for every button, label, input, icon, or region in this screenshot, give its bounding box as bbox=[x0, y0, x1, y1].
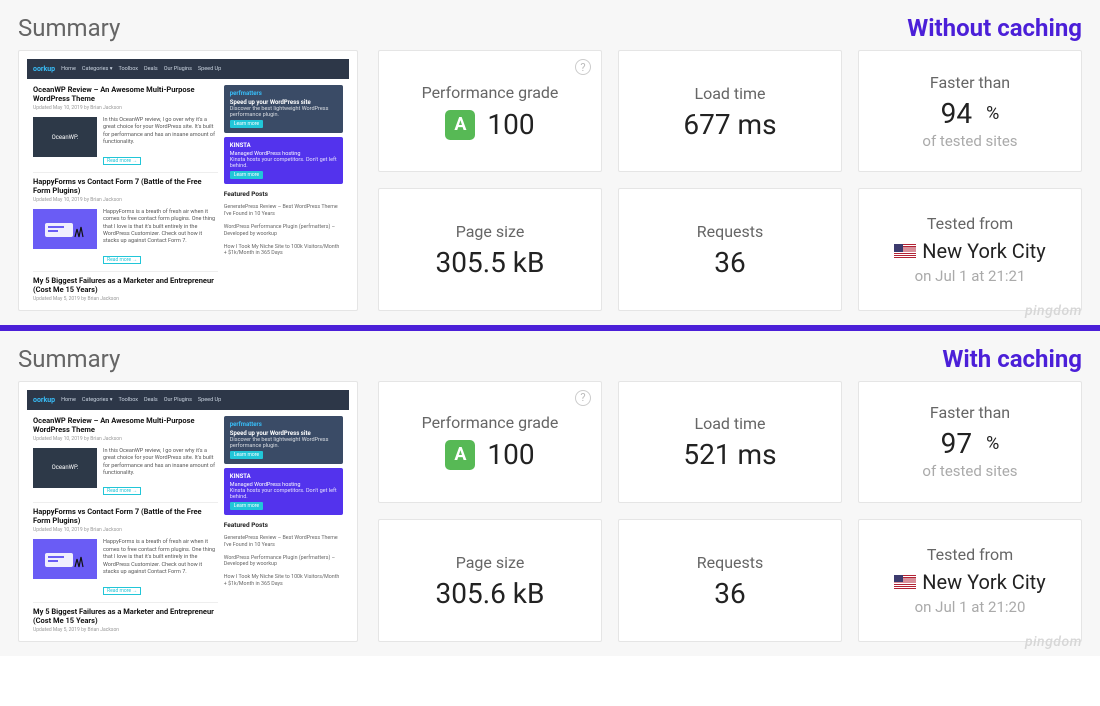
read-more-link: Read more → bbox=[103, 157, 141, 165]
card-label: Performance grade bbox=[422, 83, 559, 102]
thumb-oceanwp-box: OceanWP. bbox=[33, 448, 97, 488]
summary-panel: Summary With caching oorkup Home Categor… bbox=[0, 331, 1100, 656]
page-size-value: 305.5 kB bbox=[436, 249, 545, 277]
load-time-value: 677 ms bbox=[683, 111, 776, 139]
page-size-value: 305.6 kB bbox=[436, 580, 545, 608]
caching-tag: Without caching bbox=[907, 14, 1082, 42]
thumb-side-kinsta: KINSTA Managed WordPress hosting Kinsta … bbox=[224, 137, 343, 184]
grade-score: 100 bbox=[487, 111, 534, 139]
grade-badge: A bbox=[445, 110, 475, 140]
card-requests[interactable]: Requests 36 bbox=[618, 188, 842, 310]
thumb-purple-box bbox=[33, 209, 97, 249]
card-performance-grade[interactable]: ? Performance grade A 100 bbox=[378, 381, 602, 503]
help-icon[interactable]: ? bbox=[575, 390, 591, 406]
faster-value: 97 bbox=[941, 430, 972, 458]
thumb-post-title: OceanWP Review – An Awesome Multi-Purpos… bbox=[33, 416, 218, 434]
thumb-side-perfmatters: perfmatters Speed up your WordPress site… bbox=[224, 416, 343, 464]
card-tested-from[interactable]: Tested from New York City on Jul 1 at 21… bbox=[858, 519, 1082, 641]
pingdom-watermark: pingdom bbox=[1025, 303, 1082, 319]
thumb-brand: oorkup bbox=[33, 396, 55, 404]
pingdom-watermark: pingdom bbox=[1025, 634, 1082, 650]
tested-timestamp: on Jul 1 at 21:20 bbox=[915, 598, 1026, 616]
read-more-link: Read more → bbox=[103, 487, 141, 495]
faster-value: 94 bbox=[941, 100, 972, 128]
card-label: Performance grade bbox=[422, 413, 559, 432]
grade-score: 100 bbox=[487, 441, 534, 469]
us-flag-icon bbox=[894, 575, 916, 589]
metrics-grid: ? Performance grade A 100 Load time 521 … bbox=[378, 381, 1082, 642]
caching-tag: With caching bbox=[942, 345, 1082, 373]
panel-row: oorkup Home Categories ▾ Toolbox Deals O… bbox=[18, 50, 1082, 311]
thumb-oceanwp-box: OceanWP. bbox=[33, 117, 97, 157]
panel-header: Summary Without caching bbox=[18, 8, 1082, 50]
page-thumbnail[interactable]: oorkup Home Categories ▾ Toolbox Deals O… bbox=[18, 381, 358, 642]
tested-city: New York City bbox=[922, 570, 1045, 594]
us-flag-icon bbox=[894, 244, 916, 258]
card-faster-than[interactable]: Faster than 97% of tested sites bbox=[858, 381, 1082, 503]
card-requests[interactable]: Requests 36 bbox=[618, 519, 842, 641]
card-performance-grade[interactable]: ? Performance grade A 100 bbox=[378, 50, 602, 172]
metrics-grid: ? Performance grade A 100 Load time 677 … bbox=[378, 50, 1082, 311]
thumb-purple-box bbox=[33, 539, 97, 579]
summary-panel: Summary Without caching oorkup Home Cate… bbox=[0, 0, 1100, 325]
card-load-time[interactable]: Load time 521 ms bbox=[618, 381, 842, 503]
thumb-side-perfmatters: perfmatters Speed up your WordPress site… bbox=[224, 85, 343, 133]
card-load-time[interactable]: Load time 677 ms bbox=[618, 50, 842, 172]
thumb-navbar: oorkup Home Categories ▾ Toolbox Deals O… bbox=[27, 59, 349, 79]
thumb-brand: oorkup bbox=[33, 65, 55, 73]
help-icon[interactable]: ? bbox=[575, 59, 591, 75]
card-tested-from[interactable]: Tested from New York City on Jul 1 at 21… bbox=[858, 188, 1082, 310]
thumb-navbar: oorkup Home Categories ▾ Toolbox Deals O… bbox=[27, 390, 349, 410]
load-time-value: 521 ms bbox=[683, 441, 776, 469]
grade-badge: A bbox=[445, 440, 475, 470]
page-thumbnail[interactable]: oorkup Home Categories ▾ Toolbox Deals O… bbox=[18, 50, 358, 311]
card-page-size[interactable]: Page size 305.5 kB bbox=[378, 188, 602, 310]
thumb-post-title: OceanWP Review – An Awesome Multi-Purpos… bbox=[33, 85, 218, 103]
tested-timestamp: on Jul 1 at 21:21 bbox=[915, 267, 1026, 285]
summary-title: Summary bbox=[18, 345, 120, 373]
summary-title: Summary bbox=[18, 14, 120, 42]
thumb-side-kinsta: KINSTA Managed WordPress hosting Kinsta … bbox=[224, 468, 343, 515]
tested-city: New York City bbox=[922, 239, 1045, 263]
card-page-size[interactable]: Page size 305.6 kB bbox=[378, 519, 602, 641]
requests-value: 36 bbox=[714, 249, 745, 277]
requests-value: 36 bbox=[714, 580, 745, 608]
panel-header: Summary With caching bbox=[18, 339, 1082, 381]
card-faster-than[interactable]: Faster than 94% of tested sites bbox=[858, 50, 1082, 172]
panel-row: oorkup Home Categories ▾ Toolbox Deals O… bbox=[18, 381, 1082, 642]
